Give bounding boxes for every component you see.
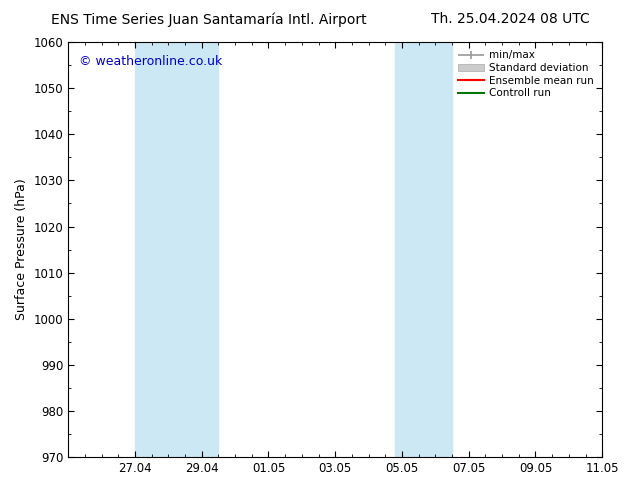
Text: © weatheronline.co.uk: © weatheronline.co.uk [79, 54, 222, 68]
Y-axis label: Surface Pressure (hPa): Surface Pressure (hPa) [15, 179, 28, 320]
Legend: min/max, Standard deviation, Ensemble mean run, Controll run: min/max, Standard deviation, Ensemble me… [455, 47, 597, 101]
Text: Th. 25.04.2024 08 UTC: Th. 25.04.2024 08 UTC [431, 12, 590, 26]
Bar [395, 42, 452, 457]
Bar [135, 42, 218, 457]
Text: ENS Time Series Juan Santamaría Intl. Airport: ENS Time Series Juan Santamaría Intl. Ai… [51, 12, 366, 27]
